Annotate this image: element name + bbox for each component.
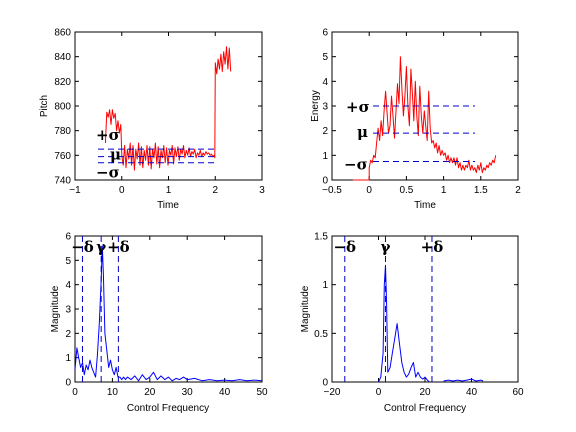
magnitude-left-guide-label: +δ [107,238,130,256]
magnitude-left-panel: 0 10 20 30 40 50 0 1 2 3 4 5 6−δ γ +δ Control Frequenc… [50,232,268,415]
pitch-y-axis-label: Pitch [39,95,50,117]
energy-guide-label: −σ [344,156,368,174]
magnitude-right-x-tick-label: −20 [324,387,341,398]
pitch-x-tick-label: 2 [212,185,218,196]
magnitude-left-y-tick-label: 3 [65,305,71,316]
magnitude-left-y-tick-label: 6 [65,232,71,243]
energy-x-axis-label: Time [414,200,436,211]
pitch-y-tick-label: 860 [54,28,71,39]
energy-x-tick-label: 2 [515,185,521,196]
energy-x-tick-label: −0.5 [322,185,342,196]
magnitude-right-series-line [378,264,430,383]
magnitude-left-y-tick-label: 4 [65,280,71,291]
energy-series-line [352,56,497,181]
magnitude-left-x-tick-label: 20 [144,387,156,398]
pitch-y-tick-label: 800 [54,102,71,113]
magnitude-right-x-tick-label: 20 [419,387,431,398]
magnitude-right-guide-label: +δ [421,238,444,256]
magnitude-right-x-tick-label: 0 [376,387,382,398]
magnitude-right-plot-frame [331,235,519,383]
energy-x-tick-label: 0 [366,185,372,196]
magnitude-right-y-tick-label: 1 [322,280,328,291]
magnitude-left-x-tick-label: 0 [72,387,78,398]
pitch-x-tick-label: −1 [69,185,81,196]
magnitude-right-x-tick-label: 40 [466,387,478,398]
magnitude-left-y-tick-label: 5 [65,256,71,267]
pitch-y-tick-label: 820 [54,77,71,88]
magnitude-right-series-line [443,378,484,382]
magnitude-left-guide-label: −δ [71,238,94,256]
energy-y-tick-label: 5 [322,52,328,63]
magnitude-right-guide-label: −δ [333,238,356,256]
magnitude-left-y-tick-label: 1 [65,353,71,364]
magnitude-left-y-axis-label: Magnitude [50,285,61,332]
magnitude-left-x-tick-label: 50 [256,387,268,398]
magnitude-right-y-tick-label: 1.5 [314,232,328,243]
magnitude-left-series-line [74,245,263,382]
pitch-guide-label: μ [110,146,121,164]
energy-y-axis-label: Energy [310,90,321,122]
energy-guide-label: μ [357,123,368,141]
magnitude-left-y-tick-label: 0 [65,378,71,389]
magnitude-right-x-axis-label: Control Frequency [384,403,466,414]
magnitude-left-y-tick-label: 2 [65,329,71,340]
energy-x-tick-label: 1.5 [474,185,488,196]
pitch-y-tick-label: 840 [54,52,71,63]
magnitude-left-x-tick-label: 40 [219,387,231,398]
energy-y-tick-label: 4 [322,77,328,88]
energy-x-tick-label: 0.5 [399,185,413,196]
energy-y-tick-label: 6 [322,28,328,39]
magnitude-left-x-tick-label: 30 [182,387,194,398]
energy-guide-label: +σ [346,98,370,116]
pitch-x-axis-label: Time [157,200,179,211]
pitch-y-tick-label: 780 [54,126,71,137]
pitch-series-line [104,46,232,171]
pitch-panel: −1 0 1 2 3 740 760 780 800 820 840 860 +σ μ−σ Time Pi… [39,28,265,212]
energy-y-tick-label: 3 [322,102,328,113]
magnitude-right-y-axis-label: Magnitude [300,285,311,332]
magnitude-right-y-tick-label: 0.5 [314,329,328,340]
pitch-x-tick-label: 0 [119,185,125,196]
pitch-y-tick-label: 740 [54,176,71,187]
pitch-y-tick-label: 760 [54,151,71,162]
energy-x-tick-label: 1 [441,185,447,196]
pitch-guide-label: −σ [96,164,120,182]
pitch-x-tick-label: 3 [259,185,265,196]
energy-y-tick-label: 1 [322,151,328,162]
magnitude-left-plot-frame [74,235,263,383]
magnitude-left-x-axis-label: Control Frequency [127,403,209,414]
magnitude-left-x-tick-label: 10 [107,387,119,398]
magnitude-right-x-tick-label: 60 [512,387,524,398]
pitch-guide-label: +σ [96,126,120,144]
magnitude-right-y-tick-label: 0 [322,378,328,389]
magnitude-right-guide-label: γ [381,238,391,256]
pitch-x-tick-label: 1 [166,185,172,196]
magnitude-left-guide-label: γ [96,238,106,256]
energy-y-tick-label: 0 [322,176,328,187]
energy-y-tick-label: 2 [322,126,328,137]
